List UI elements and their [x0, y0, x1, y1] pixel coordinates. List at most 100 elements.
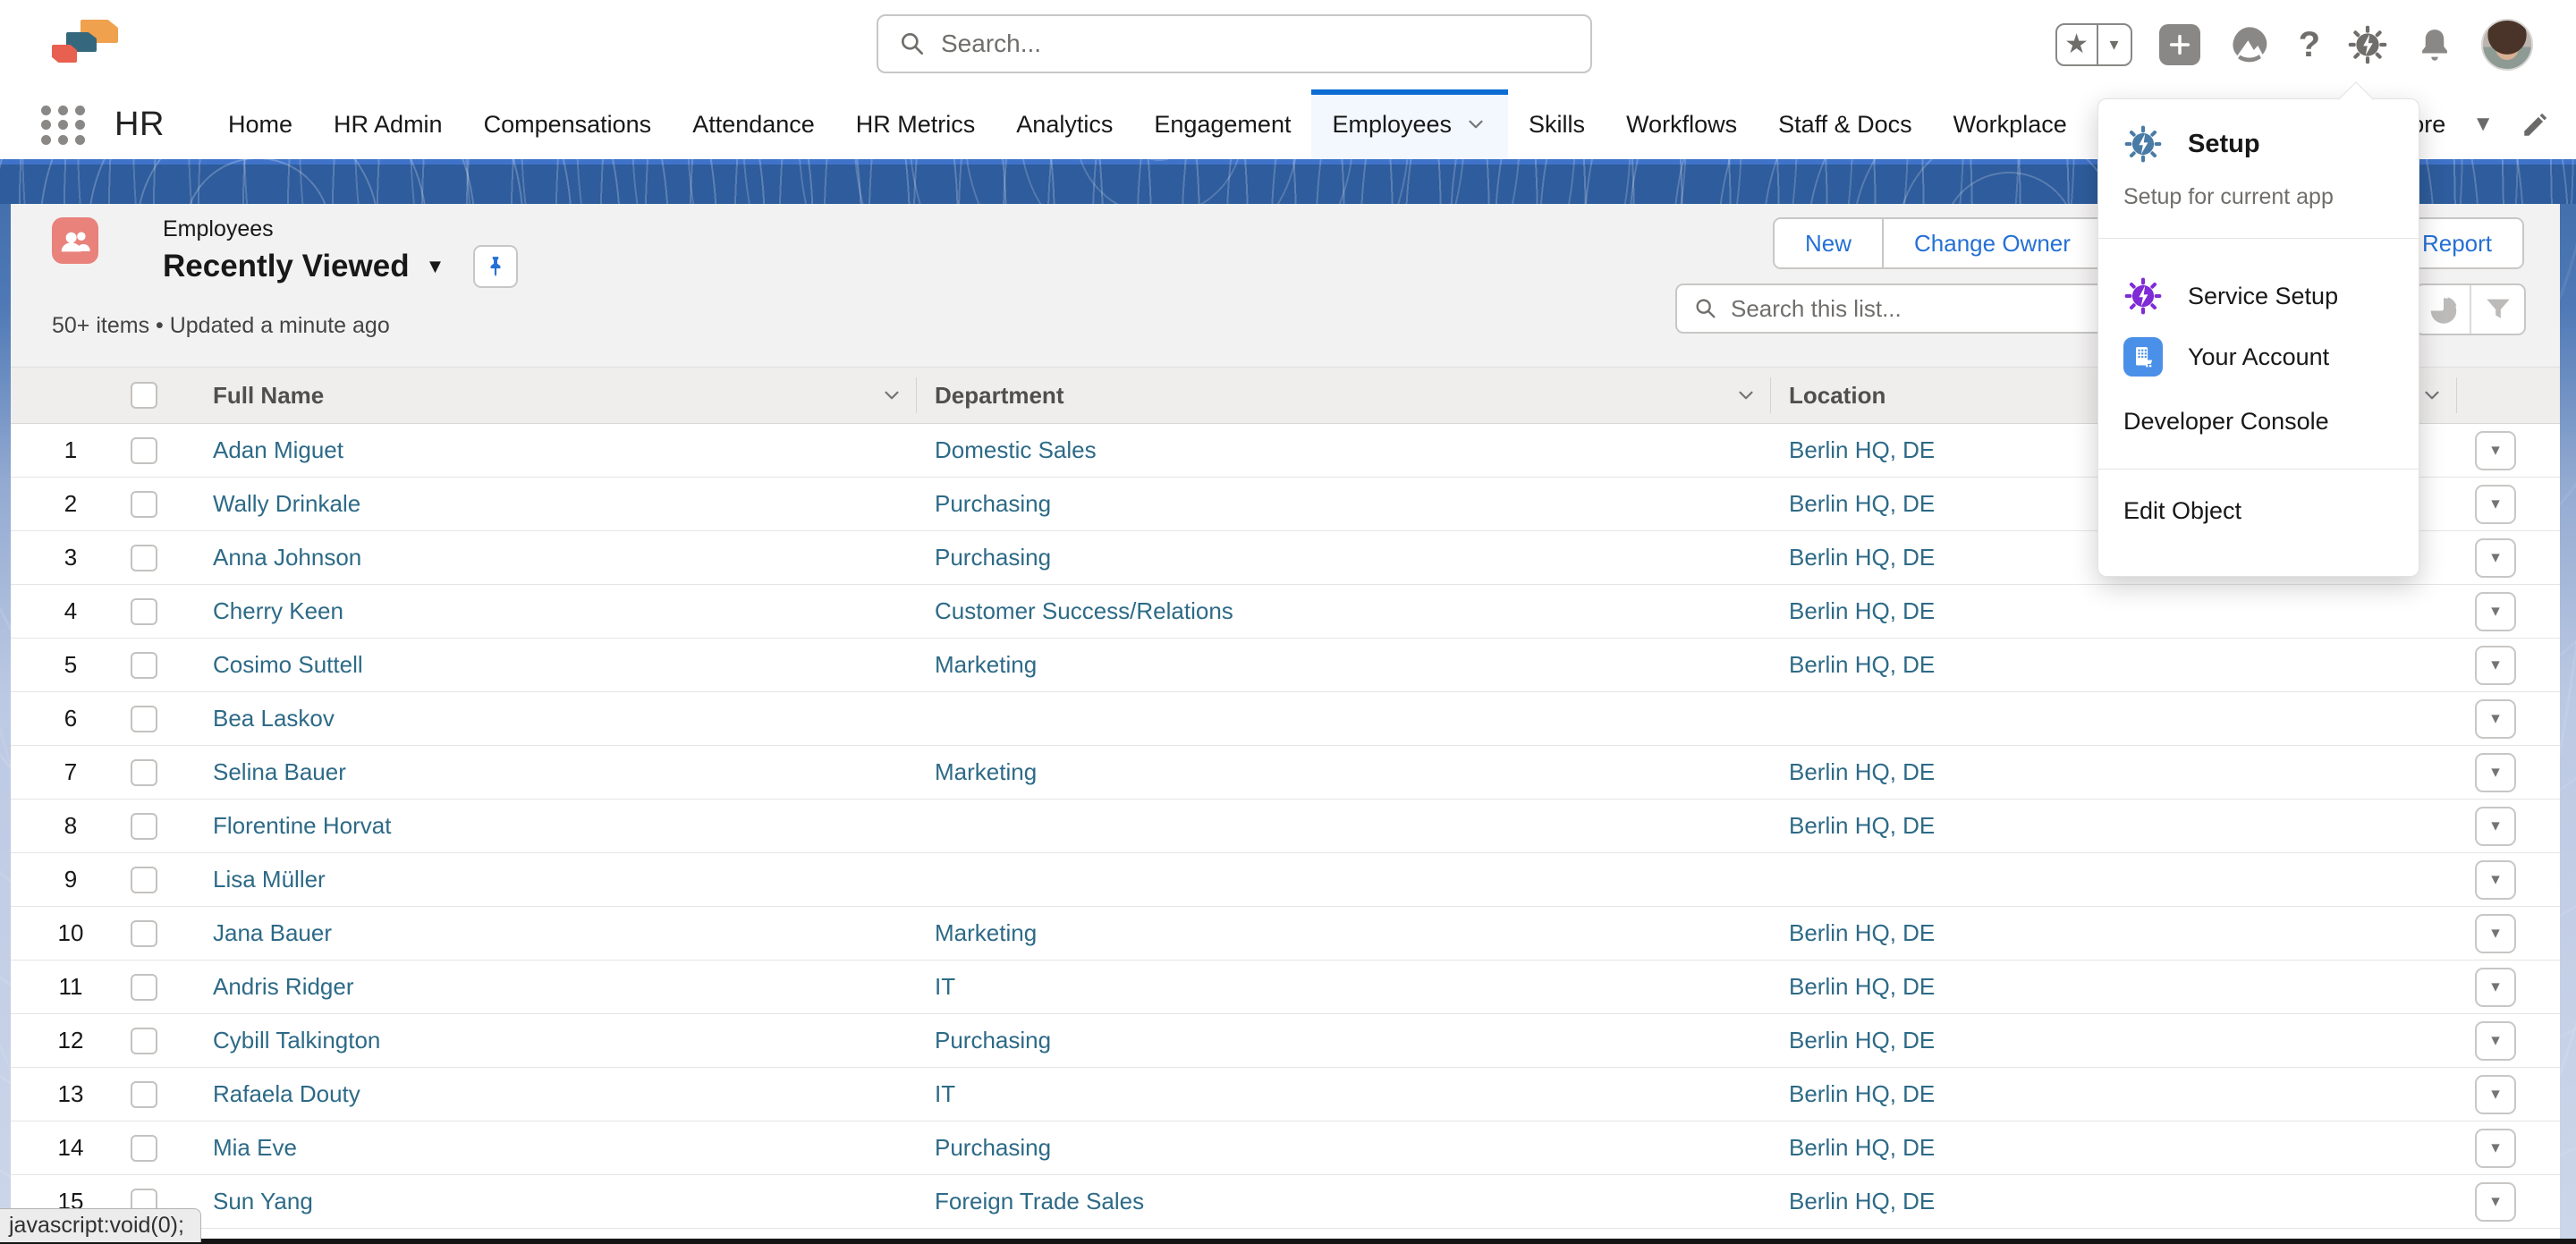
list-view-name[interactable]: Recently Viewed	[163, 249, 410, 283]
row-checkbox[interactable]	[131, 651, 157, 679]
location-link[interactable]: Berlin HQ, DE	[1789, 651, 1936, 678]
location-link[interactable]: Berlin HQ, DE	[1789, 1188, 1936, 1214]
location-link[interactable]: Berlin HQ, DE	[1789, 973, 1936, 1000]
row-checkbox[interactable]	[131, 544, 157, 571]
filter-button[interactable]	[2470, 285, 2524, 334]
row-actions-button[interactable]: ▾	[2475, 430, 2516, 470]
row-checkbox[interactable]	[131, 597, 157, 625]
new-button[interactable]: New	[1775, 219, 1883, 267]
row-checkbox[interactable]	[131, 866, 157, 893]
menu-item-your-account[interactable]: Your Account	[2098, 337, 2419, 377]
charts-button[interactable]	[2417, 285, 2470, 334]
row-actions-button[interactable]: ▾	[2475, 484, 2516, 524]
nav-tab[interactable]: Workflows	[1626, 110, 1738, 138]
favorites-star-icon[interactable]: ★	[2064, 30, 2089, 59]
row-checkbox[interactable]	[131, 490, 157, 518]
user-avatar[interactable]	[2481, 19, 2533, 71]
row-checkbox[interactable]	[131, 919, 157, 947]
column-header-department[interactable]: Department	[917, 377, 1771, 413]
department-link[interactable]: Purchasing	[935, 1027, 1052, 1054]
employee-name-link[interactable]: Adan Miguet	[213, 436, 343, 463]
location-link[interactable]: Berlin HQ, DE	[1789, 1134, 1936, 1161]
menu-item-service-setup[interactable]: Service Setup	[2098, 276, 2419, 316]
row-actions-button[interactable]: ▾	[2475, 698, 2516, 739]
nav-tab[interactable]: HR Metrics	[855, 110, 976, 138]
help-icon[interactable]: ?	[2298, 24, 2320, 64]
app-launcher-icon[interactable]	[41, 106, 88, 145]
nav-tab[interactable]: Employees	[1311, 89, 1509, 159]
row-actions-button[interactable]: ▾	[2475, 1074, 2516, 1114]
nav-tab[interactable]: Attendance	[692, 110, 815, 138]
location-link[interactable]: Berlin HQ, DE	[1789, 436, 1936, 463]
menu-item-developer-console[interactable]: Developer Console	[2123, 408, 2329, 435]
row-checkbox[interactable]	[131, 758, 157, 786]
row-actions-button[interactable]: ▾	[2475, 752, 2516, 792]
nav-tab[interactable]: Workplace	[1953, 110, 2067, 138]
row-checkbox[interactable]	[131, 1027, 157, 1054]
row-actions-button[interactable]: ▾	[2475, 859, 2516, 900]
nav-tab[interactable]: Staff & Docs	[1778, 110, 1912, 138]
department-link[interactable]: Foreign Trade Sales	[935, 1188, 1145, 1214]
row-actions-button[interactable]: ▾	[2475, 913, 2516, 953]
employee-name-link[interactable]: Rafaela Douty	[213, 1080, 360, 1107]
employee-name-link[interactable]: Mia Eve	[213, 1134, 297, 1161]
row-checkbox[interactable]	[131, 812, 157, 840]
row-checkbox[interactable]	[131, 1134, 157, 1162]
quick-add-button[interactable]	[2158, 24, 2200, 65]
location-link[interactable]: Berlin HQ, DE	[1789, 758, 1936, 785]
employee-name-link[interactable]: Cherry Keen	[213, 597, 343, 624]
notifications-button[interactable]	[2415, 25, 2454, 64]
row-actions-button[interactable]: ▾	[2475, 1181, 2516, 1222]
employee-name-link[interactable]: Jana Bauer	[213, 919, 332, 946]
row-checkbox[interactable]	[131, 973, 157, 1001]
chevron-down-icon[interactable]	[1734, 384, 1758, 407]
edit-nav-pencil-icon[interactable]	[2521, 109, 2551, 140]
employee-name-link[interactable]: Selina Bauer	[213, 758, 346, 785]
column-header-full-name[interactable]: Full Name	[199, 377, 917, 413]
row-actions-button[interactable]: ▾	[2475, 645, 2516, 685]
favorites-button[interactable]: ★ ▾	[2055, 23, 2132, 66]
nav-tab[interactable]: Compensations	[483, 110, 652, 138]
menu-item-edit-object[interactable]: Edit Object	[2123, 497, 2242, 524]
employee-name-link[interactable]: Cosimo Suttell	[213, 651, 363, 678]
department-link[interactable]: Purchasing	[935, 490, 1052, 517]
department-link[interactable]: Marketing	[935, 919, 1038, 946]
employee-name-link[interactable]: Lisa Müller	[213, 866, 326, 893]
setup-gear-button[interactable]	[2347, 24, 2388, 65]
row-actions-button[interactable]: ▾	[2475, 1128, 2516, 1168]
location-link[interactable]: Berlin HQ, DE	[1789, 919, 1936, 946]
department-link[interactable]: Domestic Sales	[935, 436, 1097, 463]
location-link[interactable]: Berlin HQ, DE	[1789, 490, 1936, 517]
employee-name-link[interactable]: Wally Drinkale	[213, 490, 361, 517]
department-link[interactable]: Marketing	[935, 651, 1038, 678]
location-link[interactable]: Berlin HQ, DE	[1789, 544, 1936, 571]
nav-tab[interactable]: Skills	[1529, 110, 1586, 138]
employee-name-link[interactable]: Bea Laskov	[213, 705, 335, 732]
department-link[interactable]: IT	[935, 1080, 956, 1107]
nav-tab[interactable]: Engagement	[1154, 110, 1292, 138]
employee-name-link[interactable]: Andris Ridger	[213, 973, 354, 1000]
department-link[interactable]: Purchasing	[935, 1134, 1052, 1161]
row-checkbox[interactable]	[131, 705, 157, 732]
nav-tab[interactable]: Home	[228, 110, 293, 138]
row-actions-button[interactable]: ▾	[2475, 806, 2516, 846]
row-checkbox[interactable]	[131, 436, 157, 464]
department-link[interactable]: Customer Success/Relations	[935, 597, 1233, 624]
row-checkbox[interactable]	[131, 1080, 157, 1108]
department-link[interactable]: Purchasing	[935, 544, 1052, 571]
more-caret-icon[interactable]: ▼	[2472, 112, 2494, 136]
location-link[interactable]: Berlin HQ, DE	[1789, 812, 1936, 839]
chevron-down-icon[interactable]	[880, 384, 903, 407]
favorites-caret-icon[interactable]: ▾	[2096, 25, 2131, 64]
pin-list-button[interactable]	[473, 245, 519, 288]
row-actions-button[interactable]: ▾	[2475, 967, 2516, 1007]
nav-tab[interactable]: Analytics	[1016, 110, 1114, 138]
select-all-checkbox[interactable]	[131, 382, 157, 409]
row-actions-button[interactable]: ▾	[2475, 1020, 2516, 1061]
view-selector-caret-icon[interactable]: ▼	[425, 255, 445, 277]
nav-tab[interactable]: HR Admin	[334, 110, 443, 138]
trailhead-button[interactable]	[2227, 22, 2272, 67]
location-link[interactable]: Berlin HQ, DE	[1789, 1027, 1936, 1054]
global-search-input[interactable]	[941, 30, 1571, 58]
employee-name-link[interactable]: Anna Johnson	[213, 544, 362, 571]
